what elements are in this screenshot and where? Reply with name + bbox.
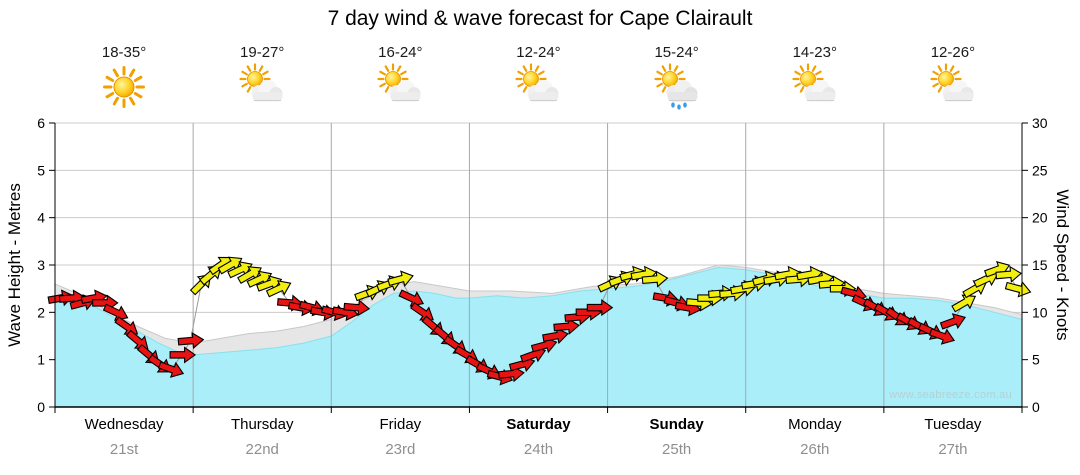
day-date: 23rd [385,441,416,458]
day-temp-range: 18-35° [101,44,147,61]
wave-height-tick-label: 3 [37,257,45,273]
day-temp-range: 15-24° [654,44,699,61]
sun-icon [377,63,409,95]
wind-arrow [928,328,956,345]
wind-speed-axis-label: Wind Speed - Knots [1053,189,1072,341]
wave-height-tick-label: 1 [37,352,45,368]
wind-arrow [157,361,185,378]
day-name: Friday [379,416,422,433]
cloud-icon [389,80,421,102]
wave-height-tick-label: 5 [37,162,45,178]
day-date: 25th [662,441,692,458]
wind-arrow [169,346,197,364]
day-name: Monday [788,416,842,433]
wind-arrow [343,299,371,317]
cloud-icon [527,80,559,102]
cloud-icon [804,80,836,102]
wave-height-tick-label: 6 [37,115,45,131]
day-temp-range: 12-26° [930,44,976,61]
sun-icon [792,63,824,95]
watermark: www.seabreeze.com.au [889,389,1012,401]
wave-height-tick-label: 2 [37,304,45,320]
cloud-icon [942,80,974,102]
day-name: Wednesday [84,416,164,433]
weather-sunny-icon [55,62,193,114]
wind-arrow [217,256,243,275]
day-date: 21st [109,441,139,458]
weather-partly-cloudy-icon [469,62,607,114]
weather-rain-showers-icon [608,62,746,114]
day-date: 26th [800,441,830,458]
wind-speed-tick-label: 30 [1032,115,1048,131]
day-date: 27th [938,441,968,458]
wave-height-tick-label: 0 [37,399,45,415]
day-temp-range: 12-24° [516,44,561,61]
day-temp-range: 16-24° [378,44,423,61]
wind-arrow [1004,280,1032,298]
wind-speed-tick-label: 0 [1032,399,1040,415]
day-temp-range: 19-27° [240,44,285,61]
day-date: 24th [523,441,554,458]
page-title: 7 day wind & wave forecast for Cape Clai… [327,7,753,30]
wind-speed-tick-label: 10 [1032,304,1048,320]
temperature-row: 18-35° 19-27° 16-24° 12-24° 15-24° 14-23° 12-2… [55,44,1022,61]
cloud-icon [251,80,283,102]
wave-height-tick-label: 4 [37,210,45,226]
wind-arrow [387,270,414,287]
wave-height-axis-label: Wave Height - Metres [5,183,24,347]
day-name: Thursday [230,416,294,433]
day-name: Saturday [506,416,571,433]
wind-arrow [586,299,614,317]
sun-icon [103,66,146,108]
wind-speed-tick-label: 20 [1032,210,1048,226]
wind-arrow [542,327,569,345]
day-temp-range: 14-23° [792,44,837,61]
wind-arrow [177,331,205,350]
rain-drops-icon [670,102,687,110]
weather-partly-cloudy-icon [884,62,1022,114]
wind-speed-tick-label: 5 [1032,352,1040,368]
wind-arrow [995,265,1023,283]
day-names-row: Wednesday Thursday Friday Saturday Sunday Mon… [55,416,1022,433]
day-date: 22nd [245,441,279,458]
wind-speed-tick-label: 15 [1032,257,1048,273]
day-name: Sunday [649,416,704,433]
weather-partly-cloudy-icon [746,62,884,114]
weather-icons-row [55,62,1022,114]
weather-partly-cloudy-icon [193,62,331,114]
wind-arrow [641,270,669,288]
wind-arrow [265,280,292,298]
day-name: Tuesday [924,416,982,433]
weather-partly-cloudy-icon [331,62,469,114]
wind-arrow [951,294,977,313]
wind-arrow [939,313,967,330]
wind-arrow [237,266,262,285]
day-dates-row: 21st 22nd 23rd 24th 25th 26th 27th [55,441,1022,458]
wind-arrow [553,317,580,335]
wind-speed-tick-label: 25 [1032,162,1048,178]
cloud-icon [666,80,698,102]
